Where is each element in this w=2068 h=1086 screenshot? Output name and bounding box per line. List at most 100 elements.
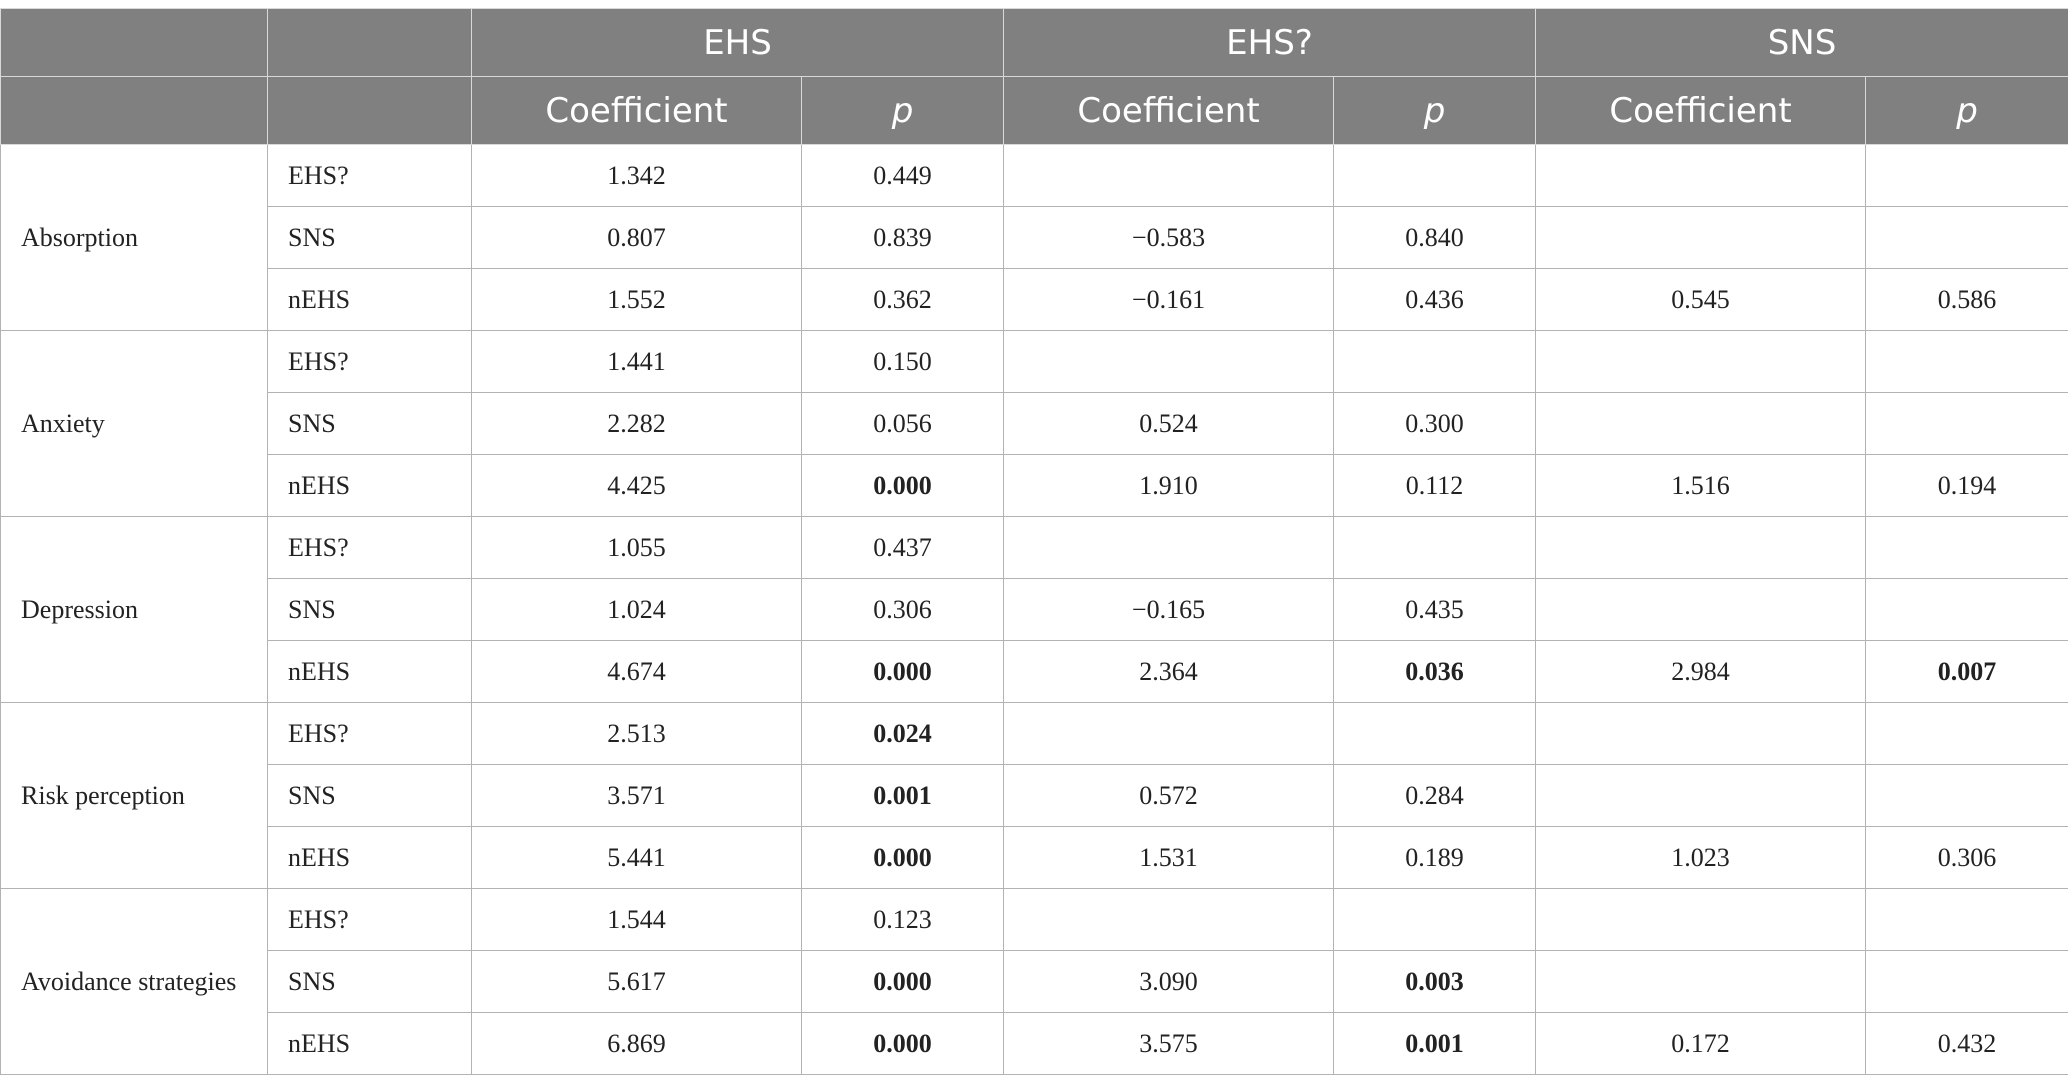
p-value-cell [1333, 516, 1537, 579]
p-value-cell: 0.003 [1333, 950, 1537, 1013]
coefficient-cell: 1.531 [1003, 826, 1335, 889]
comparison-label: EHS? [267, 144, 472, 207]
p-value-cell [1333, 888, 1537, 951]
coefficient-cell: 1.544 [471, 888, 802, 951]
p-value-cell [1333, 330, 1537, 393]
corner-cell [0, 8, 268, 77]
measure-label: Depression [0, 516, 268, 703]
group-header-row: EHS EHS? SNS [0, 8, 2068, 77]
table-row: Depression EHS? 1.055 0.437 [0, 516, 2068, 703]
coefficient-cell [1535, 702, 1867, 765]
p-value-cell [1865, 888, 2068, 951]
table-row: nEHS 1.552 0.362 −0.161 0.436 0.545 0.586 [1, 268, 2068, 331]
comparison-label: EHS? [267, 888, 472, 951]
coefficient-cell: 6.869 [471, 1012, 802, 1075]
table-row: Avoidance strategies EHS? 1.544 0.123 [0, 888, 2068, 1075]
table-row: SNS 5.617 0.000 3.090 0.003 [1, 950, 2068, 1013]
coefficient-cell: 0.545 [1535, 268, 1867, 331]
regression-table: EHS EHS? SNS Coefficient p Coefficient p… [0, 8, 2068, 1075]
p-value-cell: 0.036 [1333, 640, 1537, 703]
coefficient-cell: 5.441 [471, 826, 802, 889]
coefficient-cell [1535, 950, 1867, 1013]
coefficient-cell: −0.161 [1003, 268, 1335, 331]
coefficient-cell [1003, 144, 1335, 207]
table-body: Absorption EHS? 1.342 0.449 SNS 0.807 0.839 −0.… [0, 144, 2068, 1075]
comparison-label: SNS [267, 392, 472, 455]
p-value-cell: 0.000 [800, 950, 1005, 1013]
coefficient-cell: 2.282 [471, 392, 802, 455]
coefficient-cell [1535, 578, 1867, 641]
p-value-cell: 0.362 [800, 268, 1005, 331]
p-value-cell: 0.436 [1333, 268, 1537, 331]
coefficient-cell: 1.055 [471, 516, 802, 579]
group-header-ehs-uncertain: EHS? [1003, 8, 1537, 77]
p-value-cell: 0.194 [1865, 454, 2068, 517]
coefficient-cell: 1.552 [471, 268, 802, 331]
coefficient-cell: 3.575 [1003, 1012, 1335, 1075]
coefficient-header: Coefficient [1003, 76, 1335, 145]
p-value-header: p [1333, 76, 1537, 145]
coefficient-cell [1535, 392, 1867, 455]
table-row: nEHS 4.425 0.000 1.910 0.112 1.516 0.194 [1, 454, 2068, 517]
p-value-cell: 0.840 [1333, 206, 1537, 269]
coefficient-cell: 1.024 [471, 578, 802, 641]
corner-cell [0, 76, 268, 145]
group-header-ehs: EHS [470, 8, 1005, 77]
coefficient-cell: 2.513 [471, 702, 802, 765]
coefficient-cell: 1.516 [1535, 454, 1867, 517]
coefficient-cell: 0.524 [1003, 392, 1335, 455]
p-value-cell: 0.306 [800, 578, 1005, 641]
p-value-cell: 0.839 [800, 206, 1005, 269]
subheader-row: Coefficient p Coefficient p Coefficient … [0, 76, 2068, 145]
coefficient-cell [1535, 206, 1867, 269]
coefficient-cell: −0.165 [1003, 578, 1335, 641]
coefficient-cell: 5.617 [471, 950, 802, 1013]
coefficient-cell [1535, 764, 1867, 827]
p-value-cell: 0.024 [800, 702, 1005, 765]
coefficient-cell: 1.342 [471, 144, 802, 207]
p-value-cell [1865, 392, 2068, 455]
coefficient-cell [1535, 330, 1867, 393]
table-row: Risk perception EHS? 2.513 0.024 [0, 702, 2068, 889]
coefficient-cell: 2.364 [1003, 640, 1335, 703]
coefficient-cell [1535, 144, 1867, 207]
coefficient-cell: 4.674 [471, 640, 802, 703]
p-value-cell [1333, 144, 1537, 207]
comparison-label: nEHS [267, 268, 472, 331]
p-value-cell: 0.437 [800, 516, 1005, 579]
p-value-cell: 0.000 [800, 640, 1005, 703]
p-value-cell: 0.000 [800, 826, 1005, 889]
p-value-cell [1865, 950, 2068, 1013]
table-header: EHS EHS? SNS Coefficient p Coefficient p… [0, 8, 2068, 145]
coefficient-cell: 3.090 [1003, 950, 1335, 1013]
corner-cell [267, 76, 472, 145]
measure-label: Risk perception [0, 702, 268, 889]
comparison-label: EHS? [267, 516, 472, 579]
table-row: SNS 1.024 0.306 −0.165 0.435 [1, 578, 2068, 641]
comparison-label: nEHS [267, 826, 472, 889]
coefficient-cell [1003, 888, 1335, 951]
coefficient-cell: 2.984 [1535, 640, 1867, 703]
coefficient-cell: 0.807 [471, 206, 802, 269]
p-value-cell: 0.189 [1333, 826, 1537, 889]
p-value-cell: 0.056 [800, 392, 1005, 455]
p-value-cell: 0.001 [1333, 1012, 1537, 1075]
comparison-label: SNS [267, 764, 472, 827]
corner-cell [267, 8, 472, 77]
comparison-label: SNS [267, 578, 472, 641]
p-value-cell: 0.449 [800, 144, 1005, 207]
table-row: nEHS 5.441 0.000 1.531 0.189 1.023 0.306 [1, 826, 2068, 889]
p-value-cell [1865, 516, 2068, 579]
p-value-cell: 0.284 [1333, 764, 1537, 827]
p-value-cell [1865, 330, 2068, 393]
comparison-label: EHS? [267, 702, 472, 765]
p-value-cell: 0.112 [1333, 454, 1537, 517]
coefficient-cell: 0.172 [1535, 1012, 1867, 1075]
coefficient-cell: 1.023 [1535, 826, 1867, 889]
p-value-cell: 0.001 [800, 764, 1005, 827]
p-value-header: p [800, 76, 1005, 145]
p-value-cell [1333, 702, 1537, 765]
table-row: Anxiety EHS? 1.441 0.150 [0, 330, 2068, 517]
coefficient-cell: 3.571 [471, 764, 802, 827]
coefficient-cell [1003, 330, 1335, 393]
